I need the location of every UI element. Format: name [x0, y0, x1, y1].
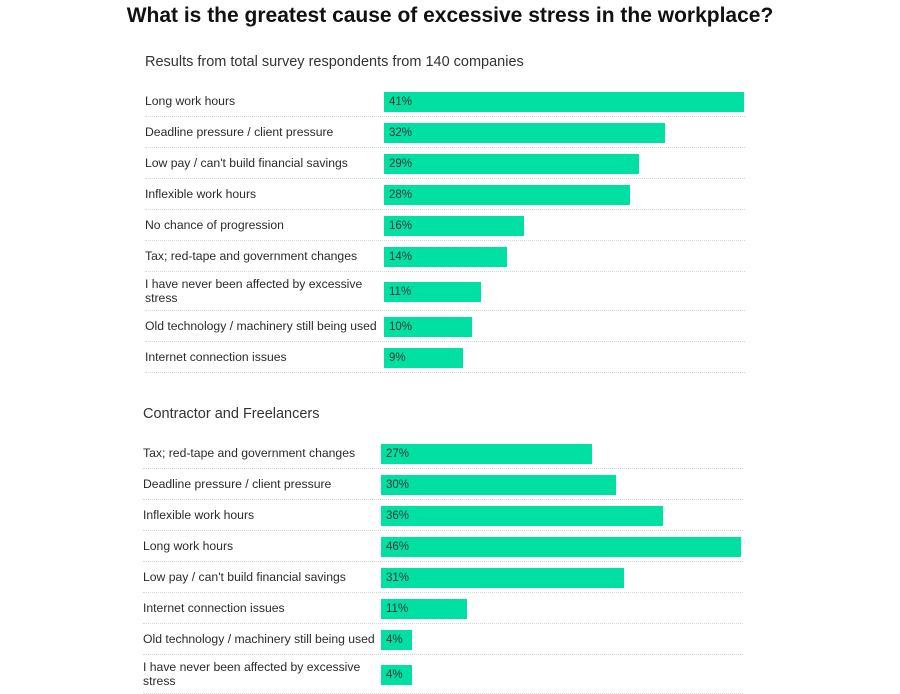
bar: 41%: [384, 92, 744, 112]
bar-row: Inflexible work hours 28%: [145, 179, 745, 210]
value-label: 4%: [386, 669, 403, 681]
bar-row: I have never been affected by excessive …: [145, 272, 745, 311]
value-label: 9%: [389, 352, 406, 364]
bar: 9%: [384, 348, 463, 368]
value-label: 41%: [389, 96, 413, 108]
value-label: 4%: [386, 634, 403, 646]
value-label: 36%: [386, 510, 410, 522]
bar-row: Old technology / machinery still being u…: [145, 311, 745, 342]
category-label: I have never been affected by excessive …: [145, 277, 363, 305]
bar: 29%: [384, 154, 639, 174]
category-label: Low pay / can't build financial savings: [145, 156, 348, 170]
category-label: Low pay / can't build financial savings: [143, 570, 346, 584]
bar: 27%: [381, 444, 592, 464]
bar: 31%: [381, 568, 624, 588]
bar: 11%: [384, 282, 481, 302]
category-label: Old technology / machinery still being u…: [145, 319, 377, 333]
value-label: 30%: [386, 479, 410, 491]
bar-row: Tax; red-tape and government changes 27%: [143, 438, 743, 469]
bar: 14%: [384, 247, 507, 267]
category-label: Old technology / machinery still being u…: [143, 632, 375, 646]
category-label: Inflexible work hours: [143, 508, 255, 522]
bar-rows: Long work hours 41% Deadline pressure / cl…: [145, 86, 745, 373]
category-label: Deadline pressure / client pressure: [143, 477, 332, 491]
bar-row: Deadline pressure / client pressure 32%: [145, 117, 745, 148]
bar: 10%: [384, 317, 472, 337]
bar-row: Inflexible work hours 36%: [143, 500, 743, 531]
bar: 36%: [381, 506, 663, 526]
category-label: Internet connection issues: [145, 350, 287, 364]
value-label: 10%: [389, 321, 413, 333]
category-label: Deadline pressure / client pressure: [145, 125, 334, 139]
section-subtitle: Contractor and Freelancers: [143, 406, 320, 422]
bar: 32%: [384, 123, 665, 143]
category-label: Inflexible work hours: [145, 187, 257, 201]
bar: 30%: [381, 475, 616, 495]
bar-row: I have never been affected by excessive …: [143, 655, 743, 694]
value-label: 29%: [389, 158, 413, 170]
value-label: 31%: [386, 572, 410, 584]
value-label: 46%: [386, 541, 410, 553]
value-label: 27%: [386, 448, 410, 460]
chart-title: What is the greatest cause of excessive …: [126, 4, 774, 27]
category-label: Long work hours: [143, 539, 234, 553]
value-label: 14%: [389, 251, 413, 263]
bar-row: Long work hours 41%: [145, 86, 745, 117]
bar: 11%: [381, 599, 467, 619]
bar-row: No chance of progression 16%: [145, 210, 745, 241]
value-label: 32%: [389, 127, 413, 139]
bar: 28%: [384, 185, 630, 205]
category-label: Internet connection issues: [143, 601, 285, 615]
bar-row: Tax; red-tape and government changes 14%: [145, 241, 745, 272]
bar-rows: Tax; red-tape and government changes 27% D…: [143, 438, 743, 694]
section-subtitle: Results from total survey respondents fr…: [145, 54, 524, 70]
bar-row: Internet connection issues 11%: [143, 593, 743, 624]
bar-row: Old technology / machinery still being u…: [143, 624, 743, 655]
bar: 16%: [384, 216, 524, 236]
bar-row: Internet connection issues 9%: [145, 342, 745, 373]
bar: 46%: [381, 537, 741, 557]
value-label: 16%: [389, 220, 413, 232]
value-label: 11%: [386, 603, 409, 615]
bar-row: Deadline pressure / client pressure 30%: [143, 469, 743, 500]
category-label: No chance of progression: [145, 218, 284, 232]
category-label: Long work hours: [145, 94, 236, 108]
value-label: 11%: [389, 286, 412, 298]
category-label: I have never been affected by excessive …: [143, 660, 361, 688]
bar: 4%: [381, 630, 412, 650]
bar-row: Low pay / can't build financial savings 3…: [143, 562, 743, 593]
bar-row: Long work hours 46%: [143, 531, 743, 562]
category-label: Tax; red-tape and government changes: [145, 249, 358, 263]
value-label: 28%: [389, 189, 413, 201]
bar-row: Low pay / can't build financial savings 2…: [145, 148, 745, 179]
category-label: Tax; red-tape and government changes: [143, 446, 356, 460]
bar: 4%: [381, 665, 412, 685]
